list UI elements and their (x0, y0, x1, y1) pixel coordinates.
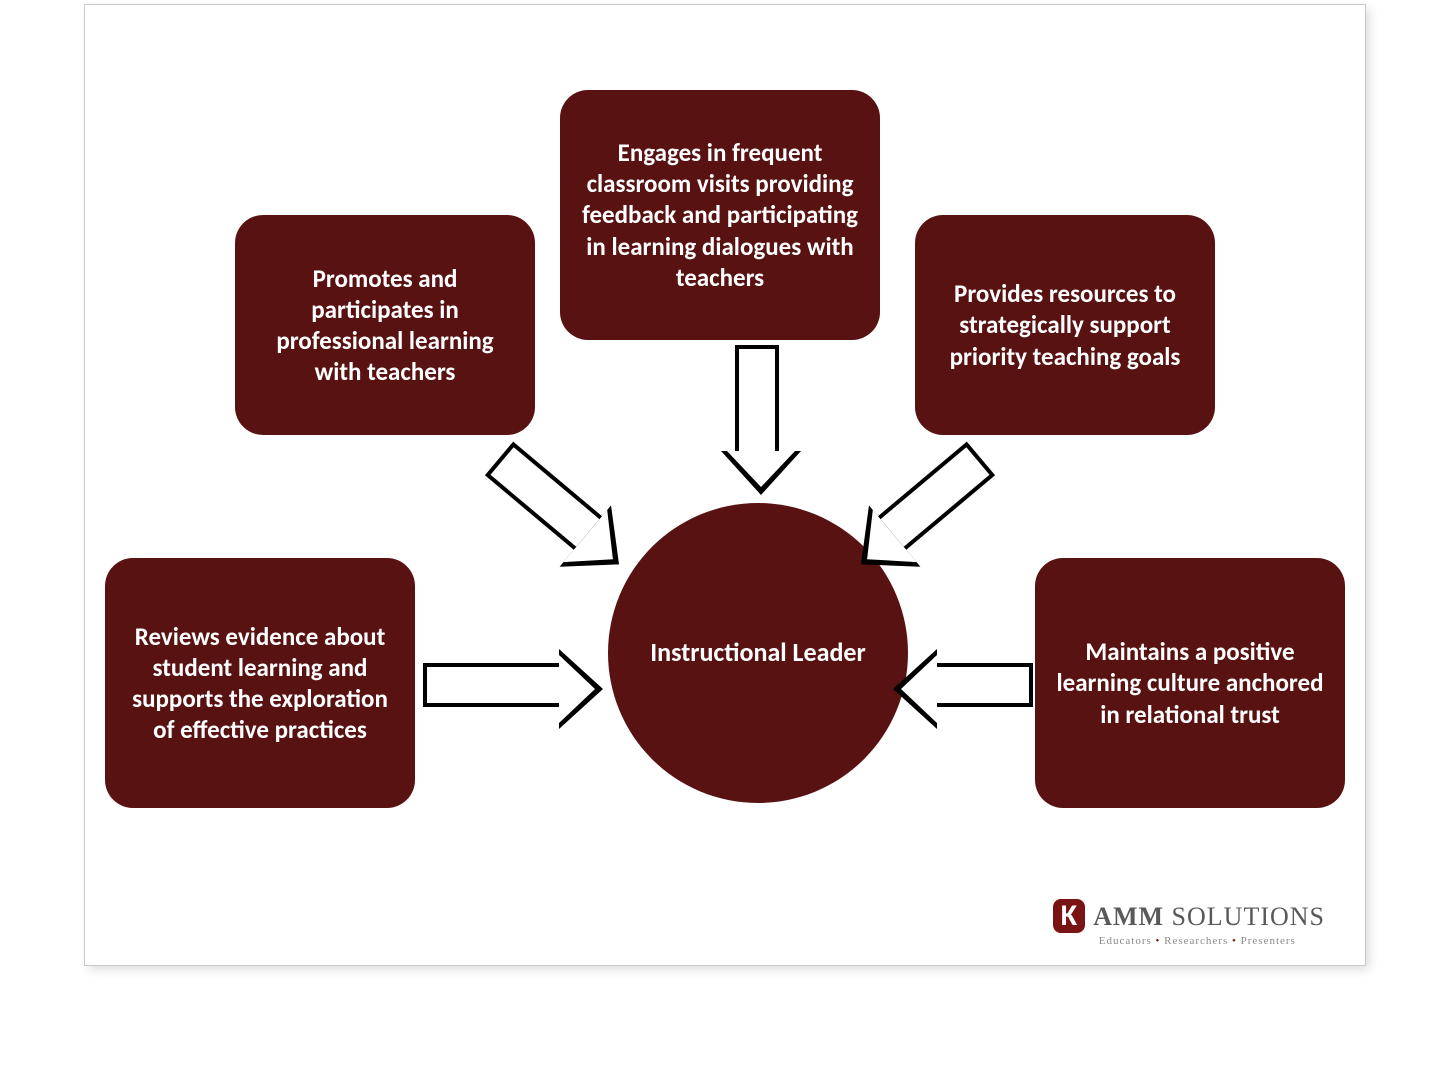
arrow-maintains (933, 663, 1033, 707)
arrow-shape-maintains (933, 663, 1033, 707)
brand-logo-top: K AMM SOLUTIONS (1053, 899, 1325, 933)
node-promotes: Promotes and participates in professiona… (235, 215, 535, 435)
node-label-engages: Engages in frequent classroom visits pro… (578, 137, 862, 293)
node-reviews: Reviews evidence about student learning … (105, 558, 415, 808)
center-label: Instructional Leader (650, 636, 866, 670)
node-label-maintains: Maintains a positive learning culture an… (1053, 636, 1327, 730)
logo-k-mark: K (1053, 899, 1085, 933)
logo-solutions: SOLUTIONS (1164, 902, 1325, 931)
logo-amm: AMM (1093, 902, 1164, 931)
logo-tagline: Educators • Researchers • Presenters (1099, 935, 1325, 947)
arrow-shape-engages (735, 345, 779, 455)
brand-logo: K AMM SOLUTIONS Educators • Researchers … (1053, 899, 1325, 947)
node-label-reviews: Reviews evidence about student learning … (123, 621, 397, 746)
arrow-shape-reviews (423, 663, 563, 707)
node-label-promotes: Promotes and participates in professiona… (253, 263, 517, 388)
node-maintains: Maintains a positive learning culture an… (1035, 558, 1345, 808)
arrow-provides (875, 442, 995, 553)
arrow-engages (735, 345, 779, 455)
node-label-provides: Provides resources to strategically supp… (933, 278, 1197, 372)
arrow-reviews (423, 663, 563, 707)
arrow-shape-promotes (485, 442, 605, 553)
arrow-shape-provides (875, 442, 995, 553)
diagram-frame: Instructional Leader Reviews evidence ab… (85, 5, 1365, 965)
node-provides: Provides resources to strategically supp… (915, 215, 1215, 435)
node-engages: Engages in frequent classroom visits pro… (560, 90, 880, 340)
arrow-promotes (485, 442, 605, 553)
logo-wordmark: AMM SOLUTIONS (1093, 902, 1325, 932)
